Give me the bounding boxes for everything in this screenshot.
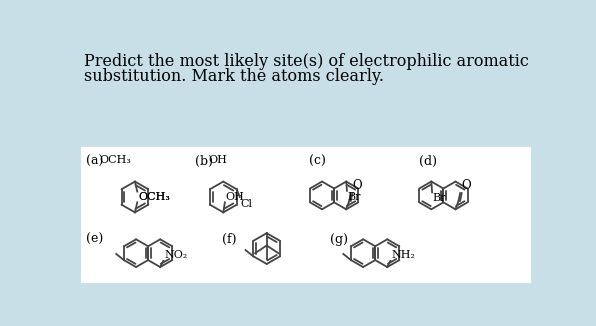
Text: OH: OH — [209, 155, 228, 165]
Text: Br: Br — [433, 193, 446, 203]
Text: (a): (a) — [86, 155, 104, 168]
Text: (e): (e) — [86, 233, 103, 246]
Text: OCH₃: OCH₃ — [138, 192, 170, 201]
Text: (g): (g) — [330, 233, 348, 246]
Text: (c): (c) — [309, 155, 325, 168]
Text: OCH₃: OCH₃ — [138, 192, 170, 202]
Text: O: O — [352, 179, 362, 192]
Text: (b): (b) — [195, 155, 213, 168]
Text: OCH₃: OCH₃ — [100, 155, 131, 165]
Text: Br: Br — [347, 192, 361, 201]
Text: (f): (f) — [222, 233, 236, 246]
Text: NO₂: NO₂ — [164, 250, 187, 260]
Text: Predict the most likely site(s) of electrophilic aromatic: Predict the most likely site(s) of elect… — [84, 53, 529, 70]
Text: OH: OH — [226, 192, 244, 201]
Text: substitution. Mark the atoms clearly.: substitution. Mark the atoms clearly. — [84, 68, 384, 85]
Text: O: O — [462, 179, 471, 192]
Text: Cl: Cl — [241, 199, 253, 209]
Bar — [80, 147, 530, 282]
Text: NH₂: NH₂ — [391, 250, 415, 260]
Text: (d): (d) — [420, 155, 437, 168]
